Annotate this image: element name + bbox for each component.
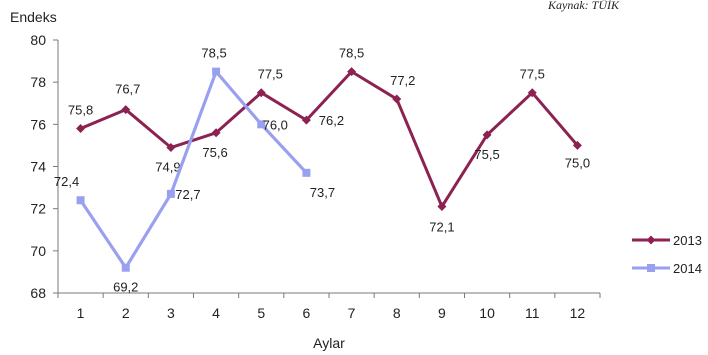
x-tick-label: 10 (479, 305, 495, 321)
data-label: 78,5 (339, 46, 364, 61)
series-line-2013 (80, 70, 579, 209)
y-ticks: 68 70 72 74 76 78 80 (30, 32, 58, 301)
data-point (302, 168, 311, 177)
data-point (211, 128, 221, 138)
x-tick-label: 2 (122, 305, 130, 321)
y-tick-label: 70 (30, 243, 46, 259)
x-tick-label: 12 (570, 305, 586, 321)
y-axis-title: Endeks (10, 9, 57, 25)
data-point (527, 88, 537, 98)
x-tick-label: 9 (438, 305, 446, 321)
legend-marker (647, 264, 655, 272)
data-point (482, 130, 492, 140)
data-point (257, 120, 266, 129)
data-point (76, 196, 85, 205)
x-tick-label: 1 (77, 305, 85, 321)
source-note: Kaynak: TÜİK (547, 0, 620, 12)
data-point (256, 88, 266, 98)
x-tick-label: 4 (212, 305, 220, 321)
data-label: 75,6 (202, 145, 227, 160)
data-label: 77,5 (258, 67, 283, 82)
data-point (572, 140, 582, 150)
y-tick-label: 74 (30, 159, 46, 175)
data-label: 75,5 (474, 147, 499, 162)
data-point (166, 143, 176, 153)
data-point (437, 202, 447, 212)
data-point (121, 105, 131, 115)
data-point (166, 189, 175, 198)
y-tick-label: 80 (30, 32, 46, 48)
legend-label: 2013 (673, 233, 702, 248)
data-point (121, 263, 130, 272)
data-label: 77,5 (520, 67, 545, 82)
legend-marker (646, 235, 656, 245)
x-tick-label: 8 (393, 305, 401, 321)
data-label: 69,2 (113, 280, 138, 295)
data-label: 72,1 (429, 220, 454, 235)
data-point (212, 67, 221, 76)
legend: 2013 2014 (632, 233, 702, 276)
data-point (392, 94, 402, 104)
x-axis-title: Aylar (313, 335, 345, 351)
x-tick-label: 6 (303, 305, 311, 321)
data-label: 74,9 (155, 160, 180, 175)
data-label: 75,8 (68, 103, 93, 118)
data-label: 77,2 (390, 73, 415, 88)
x-tick-label: 5 (257, 305, 265, 321)
y-tick-label: 78 (30, 74, 46, 90)
legend-label: 2014 (673, 261, 702, 276)
x-tick-label: 7 (348, 305, 356, 321)
data-label: 73,7 (310, 185, 335, 200)
series-line-2014 (79, 70, 308, 270)
x-ticks: 1 2 3 4 5 6 7 8 9 10 11 12 (57, 293, 601, 321)
y-tick-label: 68 (30, 285, 46, 301)
data-label: 72,7 (175, 187, 200, 202)
data-label: 78,5 (201, 46, 226, 61)
data-point (347, 67, 357, 77)
x-tick-label: 11 (525, 305, 540, 321)
y-tick-label: 72 (30, 201, 46, 217)
data-label: 72,4 (54, 174, 79, 189)
x-tick-label: 3 (167, 305, 175, 321)
data-label: 76,0 (263, 117, 288, 132)
series-layer: 75,8 76,7 74,9 75,6 77,5 76,2 78,5 77,2 72,1 75,5… (54, 46, 590, 295)
y-tick-label: 76 (30, 116, 46, 132)
data-label: 75,0 (565, 155, 590, 170)
data-point (301, 115, 311, 125)
data-label: 76,2 (319, 113, 344, 128)
data-point (76, 124, 86, 134)
data-label: 76,7 (115, 82, 140, 97)
